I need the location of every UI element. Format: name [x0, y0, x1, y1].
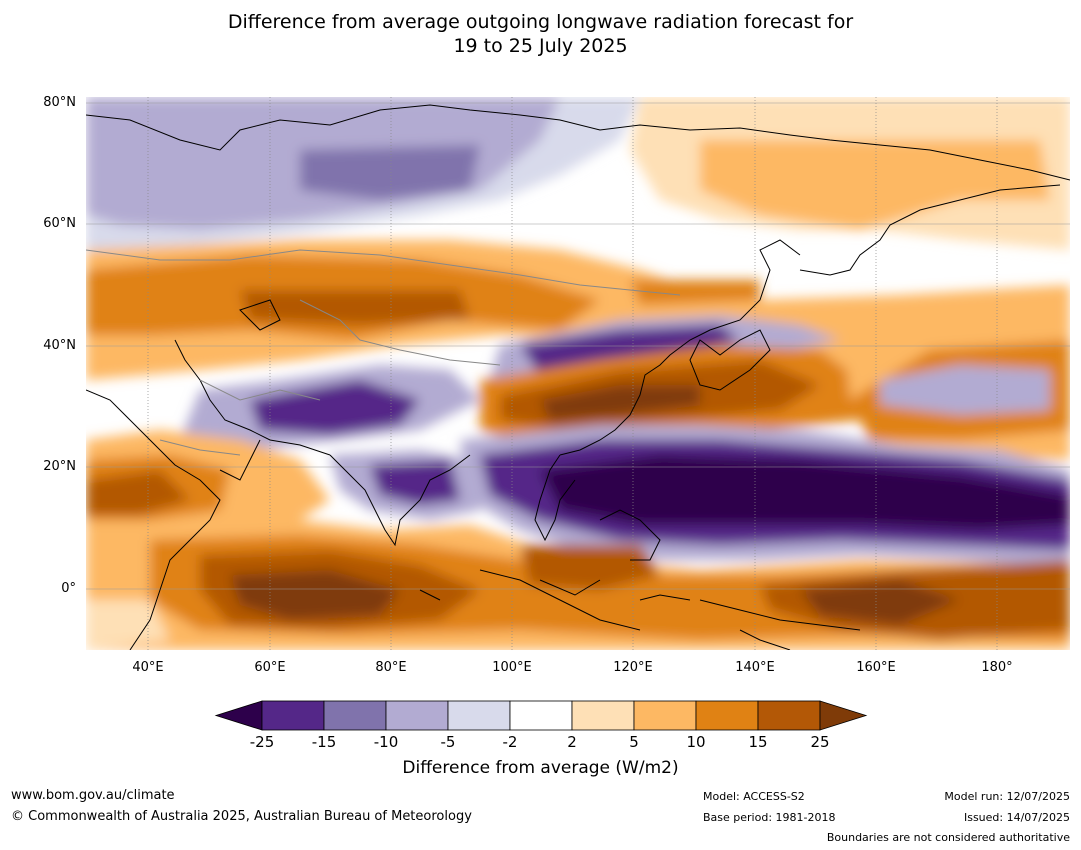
- chart-title-line-2: 19 to 25 July 2025: [453, 35, 628, 57]
- model-run-date: Model run: 12/07/2025: [944, 790, 1070, 803]
- colorbar-tick-m25: -25: [249, 733, 275, 751]
- lat-label-0: 0°: [61, 581, 76, 596]
- colorbar-extend-max: [819, 700, 868, 731]
- colorbar-tick-2: 2: [567, 733, 577, 751]
- lon-label-40e: 40°E: [132, 660, 164, 675]
- colorbar-tick-m2: -2: [502, 733, 518, 751]
- colorbar-swatch: [757, 700, 821, 731]
- base-period: Base period: 1981-2018: [703, 811, 836, 824]
- lat-label-20n: 20°N: [43, 459, 76, 474]
- colorbar-extend-min: [214, 700, 263, 731]
- chart-title-line-1: Difference from average outgoing longwav…: [227, 11, 854, 33]
- colorbar-swatches: [214, 700, 868, 731]
- colorbar-tick-m5: -5: [440, 733, 456, 751]
- colorbar-tick-m10: -10: [373, 733, 399, 751]
- issued-date: Issued: 14/07/2025: [963, 811, 1070, 824]
- country-borders: [86, 249, 681, 456]
- lat-label-80n: 80°N: [43, 95, 76, 110]
- lat-label-40n: 40°N: [43, 338, 76, 353]
- colorbar-swatch: [571, 700, 635, 731]
- colorbar-label: Difference from average (W/m2): [402, 758, 679, 778]
- colorbar-tick-5: 5: [629, 733, 639, 751]
- boundaries-disclaimer: Boundaries are not considered authoritat…: [826, 831, 1070, 844]
- lon-label-160e: 160°E: [856, 660, 896, 675]
- latitude-lines: [86, 102, 1070, 590]
- lat-label-60n: 60°N: [43, 216, 76, 231]
- colorbar-swatch: [695, 700, 759, 731]
- colorbar-swatch: [633, 700, 697, 731]
- colorbar-swatch: [447, 700, 511, 731]
- colorbar-swatch: [385, 700, 449, 731]
- map-gridlines: [147, 97, 998, 650]
- colorbar-tick-15: 15: [748, 733, 768, 751]
- lon-label-120e: 120°E: [613, 660, 653, 675]
- lon-label-140e: 140°E: [735, 660, 775, 675]
- copyright-text: © Commonwealth of Australia 2025, Austra…: [11, 809, 472, 824]
- colorbar-swatch: [509, 700, 573, 731]
- olr-anomaly-map: [86, 97, 1070, 650]
- lon-label-180: 180°: [981, 660, 1013, 675]
- colorbar-swatch: [323, 700, 387, 731]
- lon-label-100e: 100°E: [492, 660, 532, 675]
- website-link[interactable]: www.bom.gov.au/climate: [11, 788, 175, 803]
- colorbar-tick-10: 10: [686, 733, 706, 751]
- lon-label-80e: 80°E: [375, 660, 407, 675]
- lon-label-60e: 60°E: [254, 660, 286, 675]
- coastlines: [86, 104, 1070, 650]
- model-name: Model: ACCESS-S2: [703, 790, 805, 803]
- colorbar-swatch: [261, 700, 325, 731]
- colorbar-tick-m15: -15: [311, 733, 337, 751]
- colorbar-tick-25: 25: [810, 733, 830, 751]
- anomaly-fields: [86, 97, 1070, 650]
